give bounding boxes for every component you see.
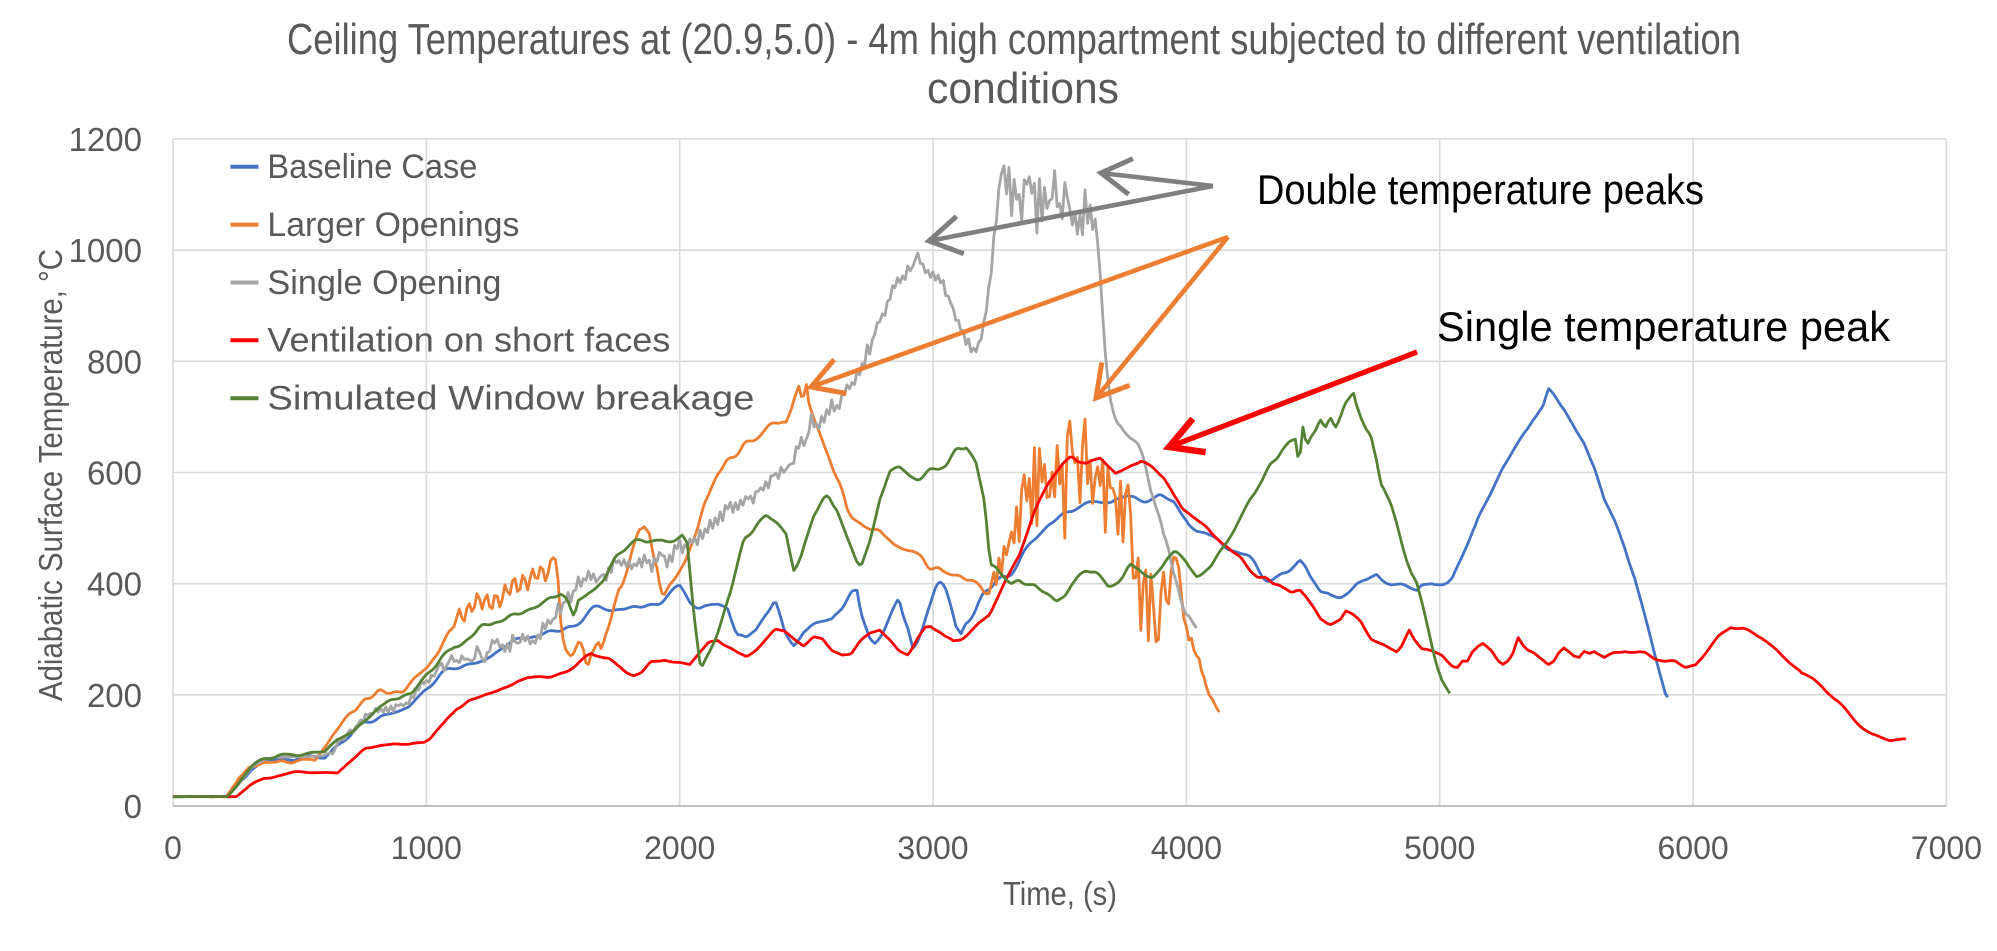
svg-text:Simulated Window breakage: Simulated Window breakage (267, 380, 754, 418)
svg-text:0: 0 (124, 788, 142, 825)
svg-text:600: 600 (87, 455, 142, 492)
svg-text:200: 200 (87, 677, 142, 714)
svg-text:400: 400 (87, 566, 142, 603)
svg-text:2000: 2000 (644, 830, 715, 866)
svg-text:Time, (s): Time, (s) (1003, 875, 1117, 912)
svg-text:4000: 4000 (1151, 830, 1222, 866)
svg-text:Ceiling Temperatures at (20.9,: Ceiling Temperatures at (20.9,5.0) - 4m … (287, 15, 1741, 64)
svg-text:6000: 6000 (1658, 830, 1729, 866)
svg-text:1000: 1000 (391, 830, 462, 866)
svg-text:1200: 1200 (69, 121, 142, 158)
svg-text:Baseline Case: Baseline Case (267, 148, 477, 186)
svg-text:Single temperature peak: Single temperature peak (1437, 303, 1891, 350)
svg-text:1000: 1000 (69, 232, 142, 269)
svg-text:Double temperature peaks: Double temperature peaks (1257, 166, 1704, 213)
svg-text:Ventilation on short faces: Ventilation on short faces (267, 322, 670, 360)
svg-text:800: 800 (87, 343, 142, 380)
svg-text:5000: 5000 (1404, 830, 1475, 866)
svg-text:0: 0 (164, 830, 182, 866)
svg-text:Adiabatic Surface Temperature,: Adiabatic Surface Temperature, °C (32, 249, 69, 701)
svg-text:Single Opening: Single Opening (267, 264, 501, 302)
svg-text:Larger Openings: Larger Openings (267, 206, 519, 244)
svg-text:3000: 3000 (897, 830, 968, 866)
svg-text:7000: 7000 (1911, 830, 1982, 866)
svg-text:conditions: conditions (927, 64, 1119, 113)
